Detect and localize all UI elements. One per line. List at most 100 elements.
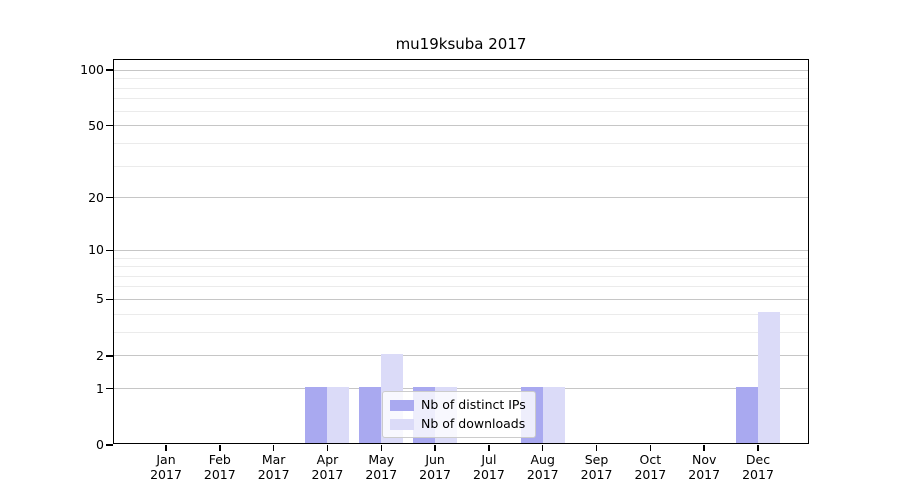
x-tick-label: Apr 2017 (311, 452, 344, 482)
bar-distinct-ips (305, 386, 328, 443)
y-tick-mark (105, 355, 113, 357)
y-tick-label: 20 (88, 189, 104, 205)
y-tick-label: 100 (80, 62, 104, 78)
gridline-major (114, 197, 808, 199)
x-tick-label-month: Dec (745, 452, 771, 467)
gridline-minor (114, 275, 808, 277)
y-tick-label: 5 (96, 291, 104, 307)
gridline-major (114, 355, 808, 357)
x-tick-label-year: 2017 (580, 466, 613, 482)
y-tick-label: 0 (96, 437, 104, 452)
legend: Nb of distinct IPs Nb of downloads (382, 391, 536, 438)
bar-downloads (542, 386, 565, 443)
gridline-minor (114, 266, 808, 268)
gridline-minor (114, 78, 808, 80)
x-tick-label: Mar 2017 (257, 452, 290, 482)
x-tick-mark (703, 444, 705, 451)
x-tick-label-year: 2017 (473, 466, 505, 482)
gridline-minor (114, 257, 808, 259)
y-tick-label: 1 (96, 380, 104, 396)
x-tick-mark (326, 444, 329, 451)
x-tick-label-year: 2017 (634, 466, 667, 482)
x-tick-label-month: Jul (481, 452, 497, 467)
gridline-minor (114, 110, 808, 112)
x-tick-mark (380, 444, 383, 451)
legend-label: Nb of downloads (421, 416, 526, 431)
x-tick-label-year: 2017 (365, 466, 398, 482)
x-tick-label-year: 2017 (257, 466, 290, 482)
x-tick-label-month: May (368, 452, 395, 467)
y-tick-label: 50 (88, 117, 104, 133)
legend-item: Nb of distinct IPs (390, 398, 526, 412)
legend-swatch-distinct-ips (390, 399, 414, 411)
y-tick-mark (105, 69, 113, 71)
legend-label: Nb of distinct IPs (421, 397, 526, 412)
legend-item: Nb of downloads (390, 417, 526, 431)
bar-distinct-ips (359, 386, 382, 443)
x-tick-label-year: 2017 (150, 466, 182, 482)
x-tick-label-month: Oct (639, 452, 662, 467)
gridline-minor (114, 142, 808, 144)
x-tick-label-month: Feb (208, 452, 231, 467)
x-tick-label: Oct 2017 (634, 452, 667, 482)
x-tick-mark (757, 444, 759, 451)
x-tick-label: Sep 2017 (580, 452, 613, 482)
bar-distinct-ips (736, 386, 758, 443)
gridline-minor (114, 331, 808, 333)
x-tick-label-month: Sep (584, 452, 609, 467)
x-tick-label-year: 2017 (688, 466, 721, 482)
x-tick-label-month: Apr (316, 452, 339, 467)
y-tick-mark (105, 298, 113, 301)
gridline-minor (114, 313, 808, 315)
gridline-minor (114, 165, 808, 167)
y-tick-label: 10 (88, 242, 104, 258)
gridline-major (114, 69, 808, 71)
x-tick-mark (541, 444, 544, 451)
x-tick-label-year: 2017 (311, 466, 344, 482)
x-tick-label: Jul 2017 (473, 452, 505, 482)
legend-swatch-downloads (390, 418, 414, 430)
x-tick-label: May 2017 (365, 452, 398, 482)
x-tick-mark (165, 444, 167, 451)
y-tick-mark (105, 196, 113, 199)
x-tick-label-month: Nov (691, 452, 717, 467)
bar-downloads (758, 312, 780, 443)
x-tick-mark (272, 444, 275, 451)
y-tick-label: 2 (96, 347, 104, 363)
plot-area: 0 1 2 5 10 20 50 100 Jan 2017 Feb 2017 Mar 2017 Apr 201… (80, 59, 809, 481)
y-tick-mark (105, 124, 113, 127)
y-tick-mark (105, 444, 113, 446)
x-tick-label-month: Jun (425, 452, 445, 467)
x-tick-label: Nov 2017 (688, 452, 721, 482)
x-tick-mark (649, 444, 652, 451)
x-tick-label: Jan 2017 (150, 452, 182, 482)
x-tick-label: Dec 2017 (742, 452, 774, 482)
x-tick-label-year: 2017 (203, 466, 236, 482)
x-tick-label-month: Aug (530, 452, 555, 467)
chart-title: mu19ksuba 2017 (395, 35, 527, 53)
x-tick-mark (488, 444, 490, 451)
x-tick-label-year: 2017 (526, 466, 559, 482)
x-tick-mark (595, 444, 598, 451)
x-tick-label: Aug 2017 (526, 452, 559, 482)
gridline-minor (114, 87, 808, 89)
y-tick-mark (105, 387, 113, 390)
x-tick-label-year: 2017 (742, 466, 774, 482)
x-tick-mark (219, 444, 221, 451)
x-tick-label-month: Mar (261, 452, 286, 467)
bar-downloads (327, 386, 350, 443)
y-tick-mark (105, 249, 113, 251)
x-tick-label-year: 2017 (419, 466, 451, 482)
gridline-major (114, 298, 808, 300)
gridline-major (114, 388, 808, 390)
x-tick-label: Jun 2017 (419, 452, 451, 482)
plot-inner: 0 1 2 5 10 20 50 100 Jan 2017 Feb 2017 Mar 2017 Apr 201… (80, 60, 808, 481)
gridline-minor (114, 286, 808, 288)
x-tick-label-month: Jan (156, 452, 176, 467)
x-tick-label: Feb 2017 (203, 452, 236, 482)
x-tick-mark (434, 444, 436, 451)
gridline-major (114, 125, 808, 127)
gridline-major (114, 249, 808, 251)
gridline-minor (114, 98, 808, 100)
